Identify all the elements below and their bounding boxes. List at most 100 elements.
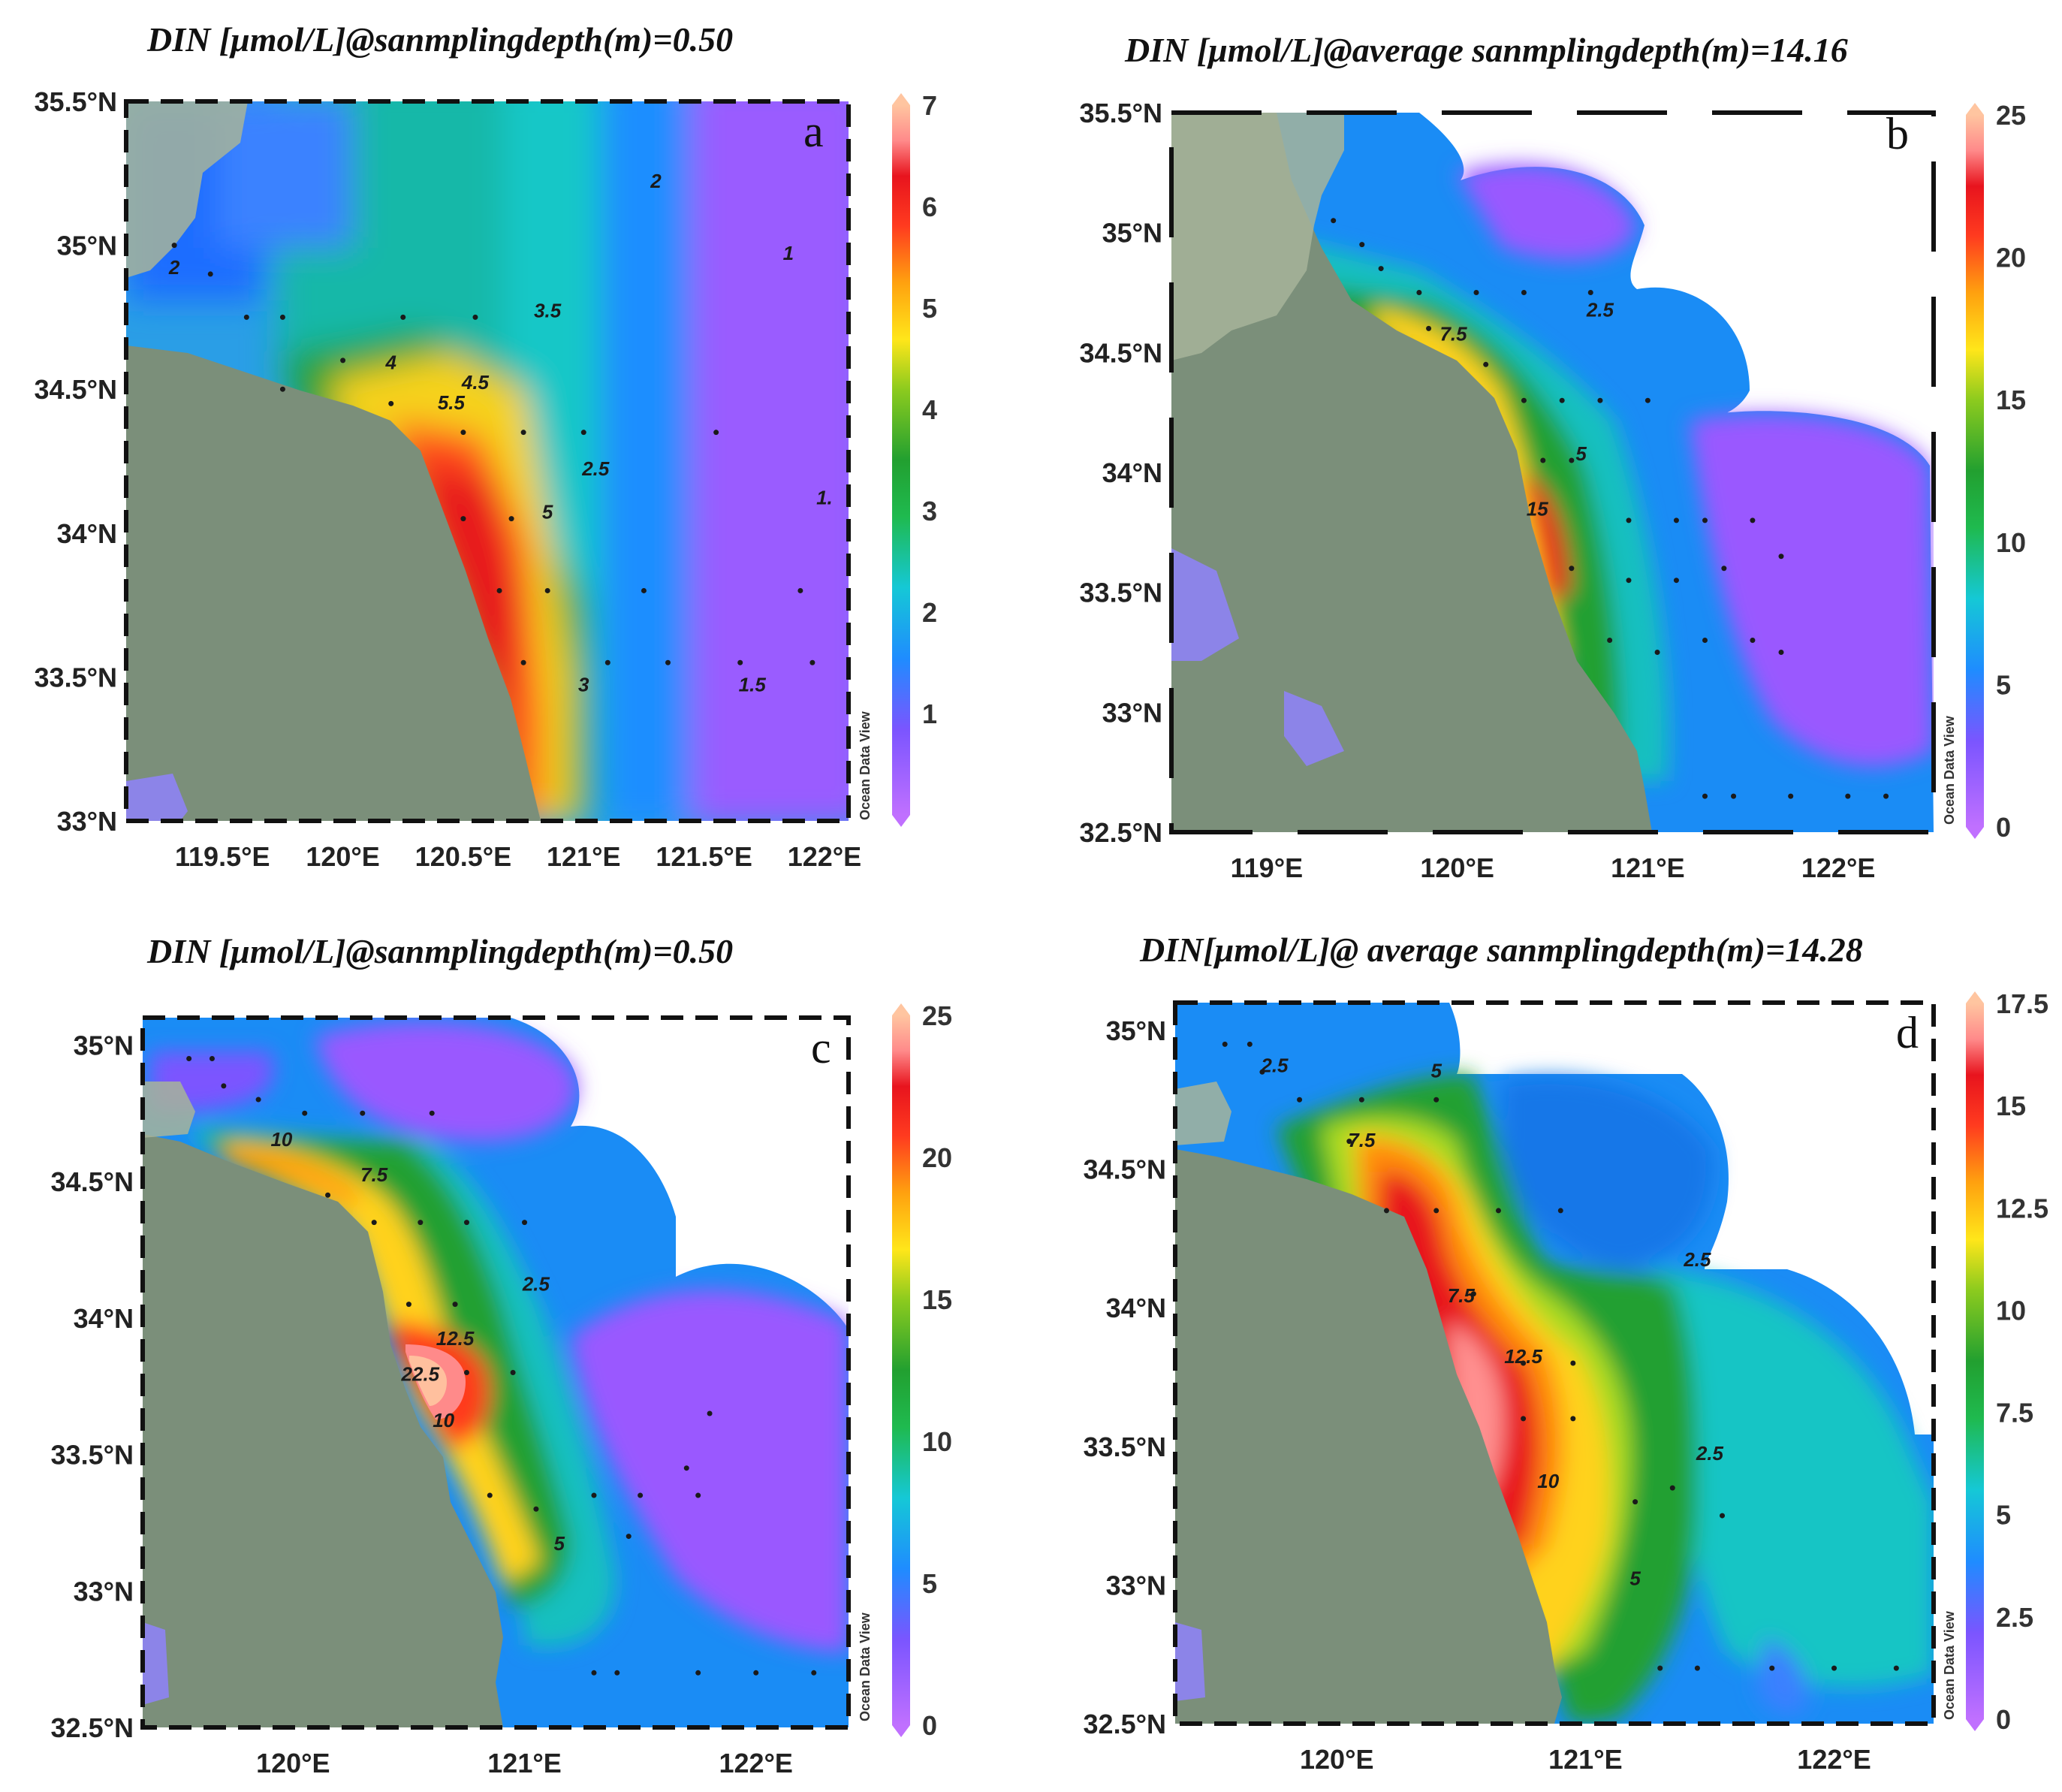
y-tick-label: 33.5°N [35, 662, 117, 692]
panel-d-map: 2.5 5 7.5 2.5 7.5 12.5 2.5 10 5 [1175, 1003, 1934, 1724]
panel-b-stations [1331, 218, 1889, 799]
contour-label: 7.5 [360, 1163, 388, 1186]
sampling-station [1521, 1416, 1527, 1422]
colorbar-tick-label: 2 [922, 597, 937, 628]
sampling-station [753, 1670, 759, 1676]
sampling-station [418, 1220, 424, 1226]
panel-c: DIN [μmol/L]@sanmplingdepth(m)=0.50 10 7.… [51, 932, 953, 1778]
sampling-station [1569, 566, 1575, 572]
sampling-station [1247, 1041, 1253, 1047]
sampling-station [1521, 290, 1527, 295]
panel-d-colorbar [1966, 1003, 1984, 1719]
x-tick-label: 120.5°E [415, 841, 512, 872]
sampling-station [171, 243, 177, 249]
panel-a-axis-ticks: 119.5°E 120°E 120.5°E 121°E 121.5°E 122°E 33°N… [35, 86, 862, 872]
colorbar-tick-label: 15 [1996, 1091, 2026, 1121]
contour-label: 2.5 [581, 457, 610, 480]
sampling-station [522, 1220, 528, 1226]
sampling-station [1607, 638, 1613, 644]
colorbar-tick-label: 20 [1996, 243, 2026, 273]
panel-d-axis-ticks: 120°E 121°E 122°E 32.5°N 33°N 33.5°N 34°N 34.5°… [1084, 1015, 1871, 1775]
colorbar-tick-label: 1 [922, 698, 937, 729]
sampling-station [713, 430, 719, 436]
y-tick-label: 33.5°N [1080, 578, 1162, 608]
y-tick-label: 34°N [74, 1303, 134, 1334]
colorbar-tick-label: 5 [1996, 1500, 2011, 1531]
contour-label: 5 [542, 501, 553, 523]
panel-b: DIN [μmol/L]@average sanmplingdepth(m)=1… [1080, 31, 2027, 883]
colorbar-tick-label: 0 [922, 1710, 937, 1741]
sampling-station [1893, 1665, 1899, 1671]
sampling-station [580, 430, 586, 436]
sampling-station [388, 400, 394, 406]
sampling-station [1673, 517, 1679, 523]
panel-a-letter: a [803, 107, 824, 156]
contour-label: 22.5 [401, 1362, 440, 1385]
sampling-station [279, 386, 285, 392]
sampling-station [1644, 397, 1651, 403]
sampling-station [1721, 566, 1727, 572]
sampling-station [641, 587, 647, 593]
sampling-station [209, 1056, 215, 1062]
sampling-station [544, 587, 550, 593]
contour-label: 2.5 [1586, 298, 1614, 321]
x-tick-label: 122°E [1801, 852, 1875, 883]
sampling-station [1883, 793, 1889, 799]
y-tick-label: 34°N [1102, 457, 1162, 488]
sampling-station [405, 1302, 411, 1308]
panel-a-frame [124, 99, 851, 823]
contour-label: 3.5 [534, 299, 562, 321]
sampling-station [1702, 638, 1708, 644]
colorbar-tick-label: 5 [1996, 669, 2011, 700]
sampling-station [638, 1492, 644, 1498]
panel-a-land-far [126, 101, 248, 278]
sampling-station [533, 1506, 539, 1512]
colorbar-min-cap [892, 1725, 910, 1737]
panel-d-stations [1222, 1041, 1899, 1671]
sampling-station [360, 1110, 366, 1116]
colorbar-max-cap [892, 1003, 910, 1015]
contour-label: 4.5 [461, 371, 490, 394]
panel-b-colorbar [1966, 115, 1984, 827]
sampling-station [591, 1670, 597, 1676]
panel-a-credit: Ocean Data View [858, 710, 873, 820]
sampling-station [520, 430, 526, 436]
colorbar-max-cap [1966, 103, 1984, 115]
panel-b-title: DIN [μmol/L]@average sanmplingdepth(m)=1… [1124, 31, 1848, 69]
y-tick-label: 33.5°N [1084, 1431, 1166, 1462]
contour-label: 1. [816, 486, 833, 508]
sampling-station [1521, 397, 1527, 403]
sampling-station [1433, 1208, 1439, 1214]
panel-c-inland-water [143, 1622, 169, 1705]
panel-d-title: DIN[μmol/L]@ average sanmplingdepth(m)=1… [1139, 931, 1863, 969]
sampling-station [1694, 1665, 1700, 1671]
x-tick-label: 120°E [1300, 1744, 1373, 1775]
colorbar-tick-label: 17.5 [1996, 988, 2048, 1019]
sampling-station [1483, 361, 1489, 367]
colorbar-max-cap [1966, 991, 1984, 1003]
x-tick-label: 121°E [547, 841, 620, 872]
contour-label: 4 [384, 351, 396, 373]
y-tick-label: 33°N [74, 1576, 134, 1606]
colorbar-tick-label: 0 [1996, 1704, 2011, 1735]
sampling-station [400, 314, 406, 320]
colorbar-tick-label: 20 [922, 1142, 952, 1173]
contour-label: 12.5 [1504, 1345, 1542, 1368]
sampling-station [683, 1465, 689, 1471]
panel-c-land [143, 1134, 503, 1727]
sampling-station [626, 1534, 632, 1540]
sampling-station [1702, 793, 1708, 799]
sampling-station [707, 1410, 713, 1416]
colorbar-tick-label: 0 [1996, 812, 2011, 843]
x-tick-label: 122°E [788, 841, 861, 872]
sampling-station [737, 659, 743, 665]
panel-a-inland-water [126, 774, 188, 821]
sampling-station [1346, 1139, 1352, 1145]
colorbar-tick-label: 5 [922, 1568, 937, 1599]
sampling-station [1570, 1360, 1576, 1366]
sampling-station [463, 1370, 469, 1375]
sampling-station [1426, 325, 1432, 331]
colorbar-tick-label: 7 [922, 90, 937, 121]
panel-d-land [1175, 1149, 1562, 1724]
